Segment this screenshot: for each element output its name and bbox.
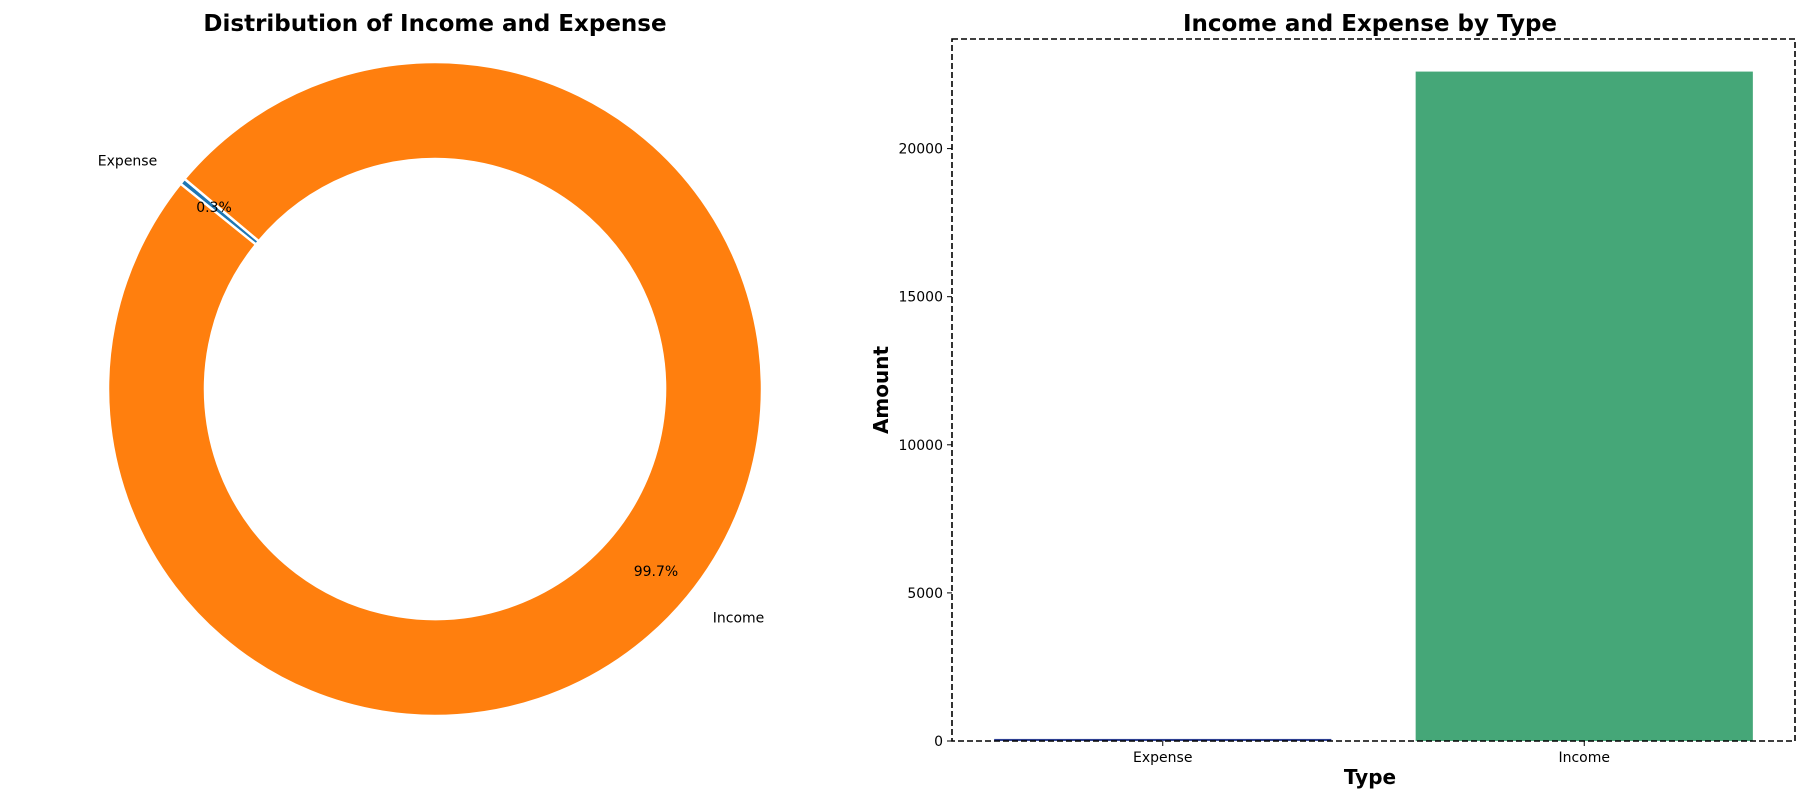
bar-title: Income and Expense by Type: [1183, 11, 1557, 37]
pie-slices: [106, 60, 764, 718]
y-tick-label: 0: [934, 734, 943, 750]
x-axis-ticks: Expense Income: [1133, 741, 1610, 766]
bar-income: [1415, 71, 1753, 741]
pie-slice-income: [106, 60, 764, 718]
pie-percent-expense: 0.3%: [196, 200, 232, 216]
y-axis-label: Amount: [869, 346, 893, 435]
pie-label-expense: Expense: [98, 153, 157, 169]
pie-title: Distribution of Income and Expense: [203, 11, 666, 37]
pie-percent-income: 99.7%: [634, 564, 678, 580]
pie-chart: Distribution of Income and Expense Expen…: [98, 11, 764, 718]
bar-expense: [994, 738, 1332, 741]
pie-label-income: Income: [713, 611, 765, 627]
pie-labels: Expense 0.3% Income 99.7%: [98, 153, 764, 626]
bar-chart: Income and Expense by Type 0 5000 10000 150…: [869, 11, 1796, 789]
y-tick-label: 15000: [898, 290, 943, 306]
y-tick-label: 10000: [898, 438, 943, 454]
y-tick-label: 20000: [898, 142, 943, 158]
y-tick-label: 5000: [907, 586, 943, 602]
x-tick-label-income: Income: [1558, 750, 1610, 766]
x-axis-label: Type: [1344, 765, 1396, 789]
plot-frame: [951, 38, 1796, 742]
y-axis-ticks: 0 5000 10000 15000 20000: [898, 142, 952, 750]
x-tick-label-expense: Expense: [1133, 750, 1192, 766]
bar-marks: [994, 71, 1753, 741]
